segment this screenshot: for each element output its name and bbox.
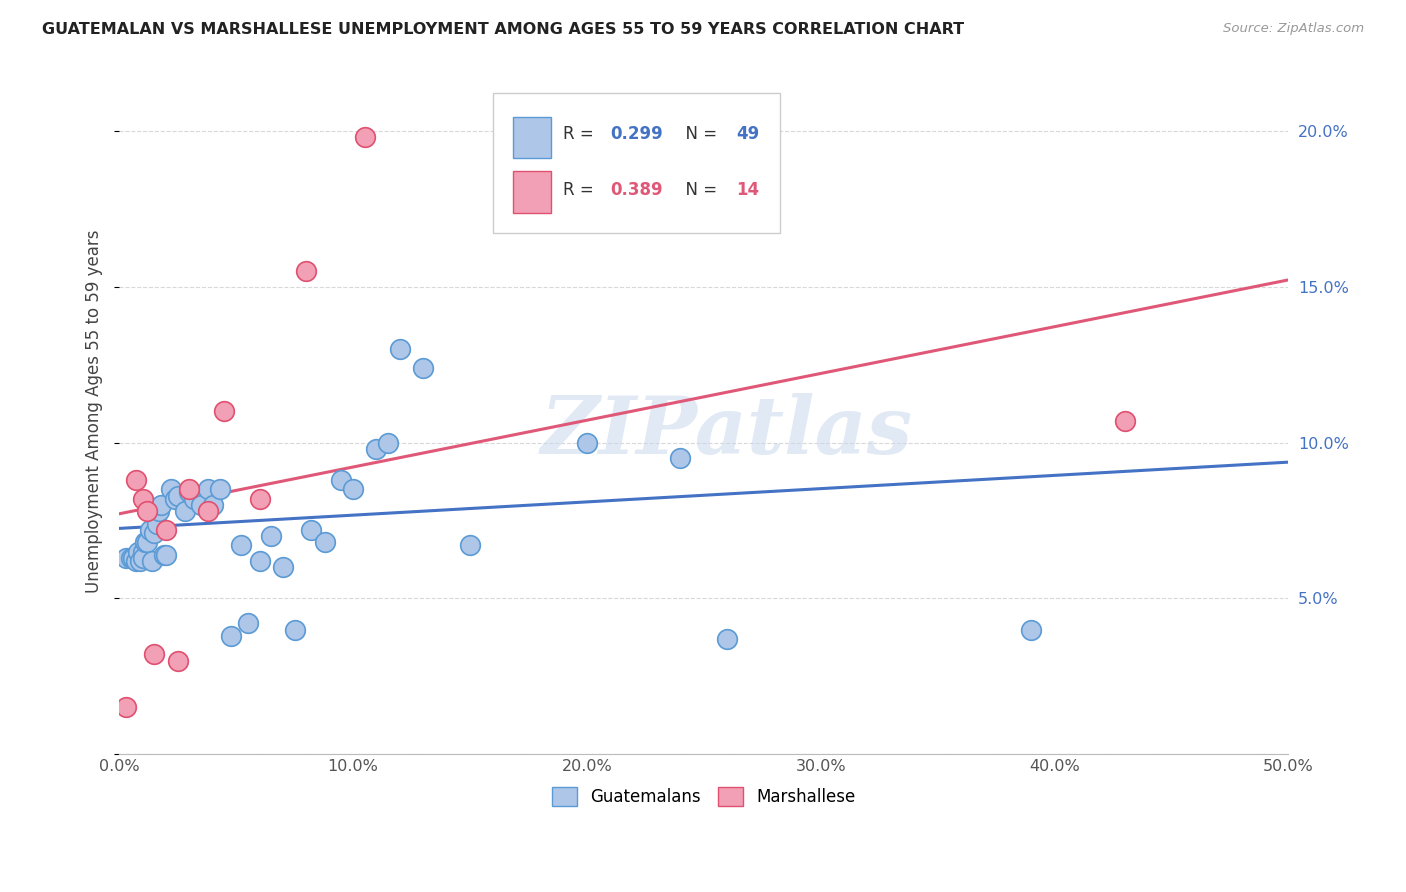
Text: 14: 14 (737, 181, 759, 199)
Point (669, 451, 692, 466)
Point (152, 548, 174, 562)
Point (197, 483, 219, 497)
Point (141, 554, 163, 568)
Point (284, 623, 307, 637)
Point (201, 498, 224, 512)
Point (412, 360, 434, 375)
Text: GUATEMALAN VS MARSHALLESE UNEMPLOYMENT AMONG AGES 55 TO 59 YEARS CORRELATION CHA: GUATEMALAN VS MARSHALLESE UNEMPLOYMENT A… (42, 22, 965, 37)
Point (249, 491, 271, 506)
FancyBboxPatch shape (494, 93, 780, 233)
Point (388, 342, 411, 356)
Point (1114, 414, 1136, 428)
Text: ZIPatlas: ZIPatlas (541, 393, 912, 471)
Point (330, 473, 353, 487)
Point (124, 473, 146, 487)
Point (299, 523, 322, 537)
Point (295, 264, 318, 278)
Point (115, 700, 138, 714)
Point (179, 483, 201, 497)
Point (120, 550, 142, 565)
Text: R =: R = (564, 125, 599, 143)
Point (229, 538, 252, 552)
Point (129, 554, 152, 568)
Point (353, 130, 375, 145)
Point (145, 516, 167, 531)
Point (150, 498, 173, 512)
Point (208, 483, 231, 497)
Point (134, 535, 156, 549)
Point (143, 525, 166, 540)
Point (131, 491, 153, 506)
Point (236, 616, 259, 631)
Text: 0.299: 0.299 (610, 125, 664, 143)
Text: N =: N = (675, 125, 721, 143)
Point (131, 550, 153, 565)
Point (179, 485, 201, 500)
Point (366, 442, 388, 456)
Point (197, 504, 219, 518)
Point (138, 523, 160, 537)
Point (127, 544, 149, 558)
Point (183, 491, 205, 506)
Point (214, 404, 236, 418)
Point (115, 550, 138, 565)
FancyBboxPatch shape (513, 117, 551, 158)
Point (148, 504, 170, 518)
Point (173, 504, 195, 518)
Point (575, 435, 598, 450)
Point (155, 523, 177, 537)
Point (260, 529, 283, 543)
Point (271, 560, 294, 574)
Text: Source: ZipAtlas.com: Source: ZipAtlas.com (1223, 22, 1364, 36)
Point (166, 654, 188, 668)
Point (124, 554, 146, 568)
Point (143, 648, 166, 662)
Point (1019, 623, 1042, 637)
Point (131, 544, 153, 558)
Point (716, 632, 738, 646)
Text: 0.389: 0.389 (610, 181, 662, 199)
Point (155, 548, 177, 562)
Point (136, 535, 159, 549)
Point (458, 538, 481, 552)
FancyBboxPatch shape (513, 171, 551, 212)
Point (221, 629, 243, 643)
Text: 49: 49 (737, 125, 759, 143)
Point (166, 489, 188, 503)
Point (494, 211, 516, 226)
Point (190, 498, 212, 512)
Y-axis label: Unemployment Among Ages 55 to 59 years: Unemployment Among Ages 55 to 59 years (86, 229, 103, 593)
Point (122, 550, 145, 565)
Text: N =: N = (675, 181, 721, 199)
Point (249, 554, 271, 568)
Point (377, 435, 399, 450)
Point (314, 535, 336, 549)
Legend: Guatemalans, Marshallese: Guatemalans, Marshallese (544, 779, 863, 814)
Point (136, 504, 159, 518)
Point (342, 483, 364, 497)
Point (159, 483, 181, 497)
Text: R =: R = (564, 181, 599, 199)
Point (165, 491, 187, 506)
